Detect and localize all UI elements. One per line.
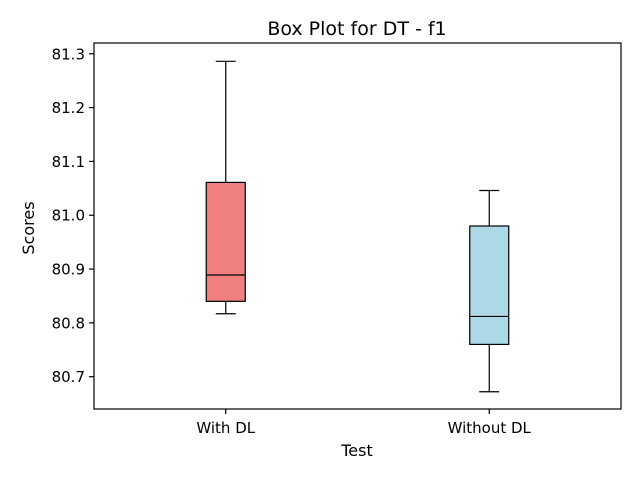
box-group: [205, 60, 246, 315]
y-tick-label: 80.9: [52, 261, 85, 279]
y-tick-label: 80.7: [52, 368, 85, 386]
iqr-box: [469, 225, 510, 346]
y-tick-label: 81.2: [52, 99, 85, 117]
y-axis: 80.7 80.8 80.9 81.0 81.1 81.2 81.3: [52, 45, 94, 386]
x-tick-label: With DL: [196, 419, 255, 437]
iqr-box: [205, 181, 246, 302]
y-tick-label: 81.3: [52, 45, 85, 63]
y-axis-label: Scores: [19, 201, 38, 254]
box-group: [469, 189, 510, 393]
y-tick-label: 81.1: [52, 153, 85, 171]
chart-title: Box Plot for DT - f1: [267, 18, 446, 40]
plot-area: [93, 42, 622, 410]
x-tick-label: Without DL: [448, 419, 532, 437]
y-tick-label: 81.0: [52, 207, 85, 225]
plot-frame: [93, 42, 622, 410]
y-tick-label: 80.8: [52, 314, 85, 332]
x-axis-label: Test: [340, 441, 373, 460]
x-axis: With DL Without DL: [196, 409, 532, 437]
